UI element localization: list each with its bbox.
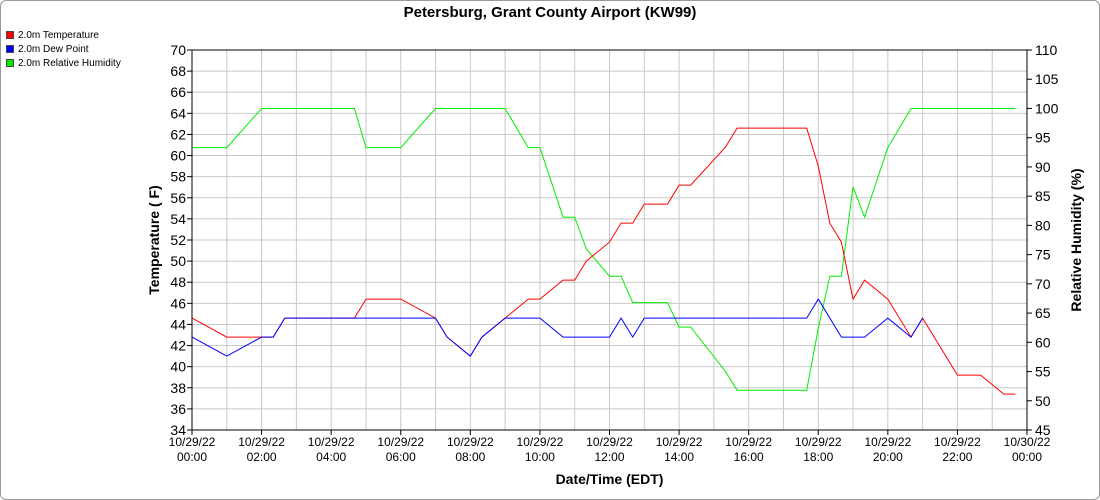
left-tick-label: 38 [170, 380, 186, 396]
left-tick-label: 40 [170, 359, 186, 375]
right-tick-label: 50 [1035, 393, 1051, 409]
x-tick-label-time: 00:00 [1012, 450, 1042, 464]
left-tick-label: 50 [170, 253, 186, 269]
x-tick-label-date: 10/29/22 [656, 435, 703, 449]
x-axis-label: Date/Time (EDT) [556, 471, 664, 487]
right-tick-label: 90 [1035, 159, 1051, 175]
legend-swatch-dew-point [6, 45, 14, 53]
right-tick-label: 70 [1035, 276, 1051, 292]
left-tick-label: 54 [170, 211, 186, 227]
right-tick-label: 65 [1035, 305, 1051, 321]
left-tick-label: 36 [170, 401, 186, 417]
right-tick-label: 55 [1035, 364, 1051, 380]
left-tick-label: 68 [170, 63, 186, 79]
x-tick-label-time: 04:00 [316, 450, 346, 464]
right-tick-label: 85 [1035, 188, 1051, 204]
x-tick-label-date: 10/29/22 [169, 435, 216, 449]
x-tick-label-date: 10/30/22 [1004, 435, 1051, 449]
x-tick-label-time: 08:00 [455, 450, 485, 464]
x-tick-label-date: 10/29/22 [795, 435, 842, 449]
right-axis-label: Relative Humidity (%) [1068, 168, 1084, 311]
x-tick-label-date: 10/29/22 [934, 435, 981, 449]
x-tick-label-time: 16:00 [734, 450, 764, 464]
chart-title: Petersburg, Grant County Airport (KW99) [403, 4, 697, 21]
x-tick-label-date: 10/29/22 [725, 435, 772, 449]
left-tick-label: 60 [170, 148, 186, 164]
right-tick-label: 110 [1035, 42, 1058, 58]
grid [191, 49, 1028, 431]
legend-swatch-temperature [6, 31, 14, 39]
left-tick-label: 66 [170, 84, 186, 100]
right-tick-label: 95 [1035, 130, 1051, 146]
legend-label-dew-point: 2.0m Dew Point [18, 43, 89, 55]
series-line-relative-humidity [192, 108, 1016, 391]
right-tick-label: 75 [1035, 247, 1051, 263]
left-tick-label: 70 [170, 42, 186, 58]
x-tick-label-time: 12:00 [594, 450, 624, 464]
x-tick-label-time: 14:00 [664, 450, 694, 464]
left-tick-label: 56 [170, 190, 186, 206]
legend-label-relative-humidity: 2.0m Relative Humidity [18, 57, 121, 69]
legend-item-relative-humidity: 2.0m Relative Humidity [6, 56, 121, 70]
x-tick-label-date: 10/29/22 [586, 435, 633, 449]
left-tick-label: 64 [170, 105, 186, 121]
x-tick-label-time: 10:00 [525, 450, 555, 464]
left-tick-label: 42 [170, 338, 186, 354]
legend-label-temperature: 2.0m Temperature [18, 29, 99, 41]
right-tick-label: 60 [1035, 334, 1051, 350]
legend: 2.0m Temperature 2.0m Dew Point 2.0m Rel… [6, 28, 121, 70]
legend-item-dew-point: 2.0m Dew Point [6, 42, 121, 56]
left-tick-label: 48 [170, 274, 186, 290]
x-tick-label-time: 22:00 [942, 450, 972, 464]
right-tick-label: 80 [1035, 217, 1051, 233]
left-tick-label: 52 [170, 232, 186, 248]
left-tick-label: 44 [170, 316, 186, 332]
x-tick-label-time: 00:00 [177, 450, 207, 464]
x-tick-label-time: 02:00 [247, 450, 277, 464]
x-tick-label-date: 10/29/22 [864, 435, 911, 449]
right-tick-label: 100 [1035, 100, 1059, 116]
right-tick-label: 105 [1035, 71, 1059, 87]
x-tick-label-date: 10/29/22 [377, 435, 424, 449]
x-tick-label-time: 20:00 [873, 450, 903, 464]
left-tick-label: 46 [170, 295, 186, 311]
left-tick-label: 34 [170, 422, 186, 438]
left-tick-label: 58 [170, 169, 186, 185]
series-line-temperature [191, 127, 1016, 395]
x-tick-label-time: 06:00 [386, 450, 416, 464]
x-tick-label-time: 18:00 [803, 450, 833, 464]
left-axis-label: Temperature ( F) [146, 185, 162, 294]
legend-item-temperature: 2.0m Temperature [6, 28, 121, 42]
x-tick-label-date: 10/29/22 [308, 435, 355, 449]
x-tick-label-date: 10/29/22 [238, 435, 285, 449]
left-axis-ticks: 34 36 38 40 42 44 46 48 50 52 54 56 58 60 62 64 66 68 70 [170, 42, 192, 438]
right-tick-label: 45 [1035, 422, 1051, 438]
legend-swatch-relative-humidity [6, 59, 14, 67]
right-axis-ticks: 45 50 55 60 65 70 75 80 85 90 95 100 105 110 [1027, 42, 1059, 438]
x-tick-label-date: 10/29/22 [517, 435, 564, 449]
x-tick-label-date: 10/29/22 [447, 435, 494, 449]
left-tick-label: 62 [170, 126, 186, 142]
series-layer [191, 108, 1016, 395]
x-axis-ticks: 10/29/2200:0010/29/2202:0010/29/2204:001… [169, 430, 1051, 464]
series-line-dew-point [191, 298, 924, 357]
